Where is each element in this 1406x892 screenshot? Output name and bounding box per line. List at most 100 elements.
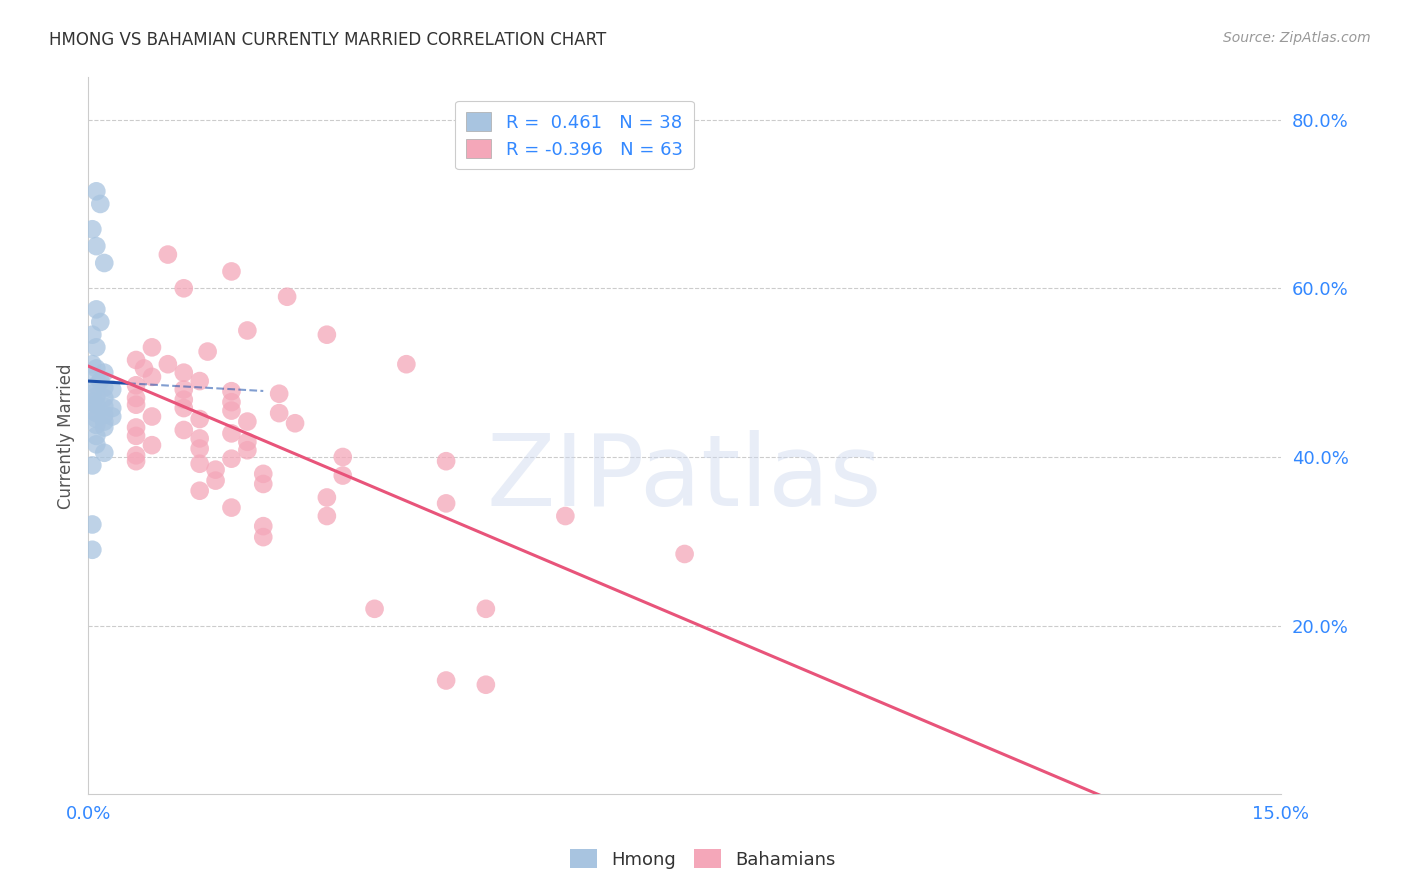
- Point: [89, 197, 111, 211]
- Point: [125, 391, 148, 405]
- Point: [141, 409, 163, 424]
- Point: [86, 239, 108, 253]
- Point: [332, 450, 354, 464]
- Point: [141, 438, 163, 452]
- Point: [475, 678, 498, 692]
- Point: [197, 344, 219, 359]
- Point: [82, 395, 104, 409]
- Point: [86, 412, 108, 426]
- Point: [86, 340, 108, 354]
- Point: [554, 509, 576, 524]
- Point: [236, 443, 259, 458]
- Point: [204, 463, 226, 477]
- Point: [101, 383, 124, 397]
- Point: [276, 290, 298, 304]
- Text: Source: ZipAtlas.com: Source: ZipAtlas.com: [1223, 31, 1371, 45]
- Point: [221, 426, 243, 441]
- Point: [125, 429, 148, 443]
- Point: [101, 409, 124, 424]
- Point: [93, 256, 115, 270]
- Text: ZIPatlas: ZIPatlas: [486, 431, 883, 527]
- Point: [236, 415, 259, 429]
- Point: [82, 458, 104, 473]
- Point: [173, 401, 195, 415]
- Point: [236, 323, 259, 337]
- Point: [173, 423, 195, 437]
- Y-axis label: Currently Married: Currently Married: [58, 363, 75, 508]
- Point: [86, 437, 108, 451]
- Point: [252, 477, 274, 491]
- Point: [363, 602, 385, 616]
- Point: [93, 381, 115, 395]
- Point: [252, 530, 274, 544]
- Point: [82, 222, 104, 236]
- Point: [156, 247, 179, 261]
- Point: [82, 357, 104, 371]
- Point: [82, 327, 104, 342]
- Point: [221, 264, 243, 278]
- Point: [86, 389, 108, 403]
- Point: [86, 184, 108, 198]
- Point: [221, 395, 243, 409]
- Point: [188, 442, 211, 456]
- Point: [252, 467, 274, 481]
- Point: [188, 483, 211, 498]
- Point: [82, 517, 104, 532]
- Point: [173, 366, 195, 380]
- Point: [93, 408, 115, 422]
- Point: [221, 500, 243, 515]
- Point: [125, 378, 148, 392]
- Point: [204, 474, 226, 488]
- Point: [173, 281, 195, 295]
- Point: [125, 454, 148, 468]
- Point: [269, 386, 291, 401]
- Point: [252, 519, 274, 533]
- Point: [132, 361, 155, 376]
- Point: [269, 406, 291, 420]
- Point: [284, 416, 307, 430]
- Point: [86, 429, 108, 443]
- Point: [93, 446, 115, 460]
- Point: [188, 374, 211, 388]
- Point: [141, 369, 163, 384]
- Point: [89, 315, 111, 329]
- Point: [332, 468, 354, 483]
- Legend: Hmong, Bahamians: Hmong, Bahamians: [562, 842, 844, 876]
- Point: [221, 384, 243, 399]
- Point: [188, 457, 211, 471]
- Point: [93, 420, 115, 434]
- Point: [173, 383, 195, 397]
- Point: [188, 432, 211, 446]
- Point: [315, 491, 337, 505]
- Point: [156, 357, 179, 371]
- Text: HMONG VS BAHAMIAN CURRENTLY MARRIED CORRELATION CHART: HMONG VS BAHAMIAN CURRENTLY MARRIED CORR…: [49, 31, 606, 49]
- Point: [82, 386, 104, 401]
- Point: [125, 420, 148, 434]
- Point: [221, 451, 243, 466]
- Point: [395, 357, 418, 371]
- Point: [434, 496, 457, 510]
- Point: [86, 378, 108, 392]
- Point: [188, 412, 211, 426]
- Point: [93, 400, 115, 414]
- Point: [434, 454, 457, 468]
- Point: [86, 398, 108, 412]
- Point: [221, 403, 243, 417]
- Point: [315, 509, 337, 524]
- Point: [86, 406, 108, 420]
- Point: [673, 547, 696, 561]
- Point: [173, 392, 195, 407]
- Point: [125, 398, 148, 412]
- Point: [86, 369, 108, 384]
- Point: [93, 391, 115, 405]
- Point: [141, 340, 163, 354]
- Legend: R =  0.461   N = 38, R = -0.396   N = 63: R = 0.461 N = 38, R = -0.396 N = 63: [456, 101, 693, 169]
- Point: [315, 327, 337, 342]
- Point: [86, 302, 108, 317]
- Point: [236, 434, 259, 449]
- Point: [125, 353, 148, 368]
- Point: [86, 361, 108, 376]
- Point: [89, 374, 111, 388]
- Point: [101, 401, 124, 415]
- Point: [93, 415, 115, 429]
